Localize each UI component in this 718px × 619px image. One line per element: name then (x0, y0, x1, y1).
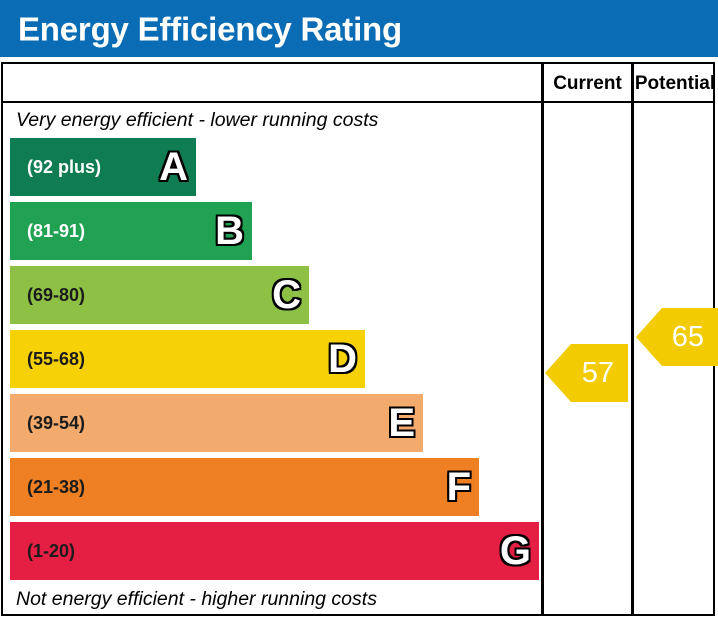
band-letter-e: E (387, 401, 416, 445)
band-range-label-f: (21-38) (27, 477, 86, 497)
rating-band-e: (39-54) E (10, 394, 423, 452)
rating-band-g: (1-20) G (10, 522, 539, 580)
caption-not-energy-efficient: Not energy efficient - higher running co… (16, 588, 377, 610)
rating-band-a: (92 plus) A (10, 138, 196, 196)
potential-column-divider (631, 62, 634, 616)
potential-rating-value: 65 (671, 320, 704, 353)
band-letter-c: C (271, 273, 302, 317)
rating-band-f: (21-38) F (10, 458, 479, 516)
band-letter-g: G (499, 529, 533, 573)
caption-very-energy-efficient: Very energy efficient - lower running co… (16, 109, 379, 131)
column-header-potential: Potential (634, 73, 716, 94)
band-range-label-a: (92 plus) (27, 157, 102, 177)
column-header-current: Current (553, 73, 622, 94)
rating-band-d: (55-68) D (10, 330, 365, 388)
rating-band-c: (69-80) C (10, 266, 309, 324)
band-letter-f: F (445, 465, 472, 509)
band-range-label-g: (1-20) (27, 541, 76, 561)
band-letter-a: A (158, 145, 189, 189)
band-letter-b: B (214, 209, 245, 253)
band-range-label-e: (39-54) (27, 413, 86, 433)
band-range-label-d: (55-68) (27, 349, 86, 369)
current-column-divider (541, 62, 544, 616)
band-range-label-b: (81-91) (27, 221, 86, 241)
chart-title-banner: Energy Efficiency Rating (0, 0, 718, 57)
current-rating-marker: 57 (545, 344, 628, 402)
band-letter-d: D (327, 337, 358, 381)
current-rating-value: 57 (581, 356, 614, 389)
rating-band-b: (81-91) B (10, 202, 252, 260)
header-row-divider (1, 101, 715, 103)
page-title: Energy Efficiency Rating (18, 10, 402, 47)
band-range-label-c: (69-80) (27, 285, 86, 305)
